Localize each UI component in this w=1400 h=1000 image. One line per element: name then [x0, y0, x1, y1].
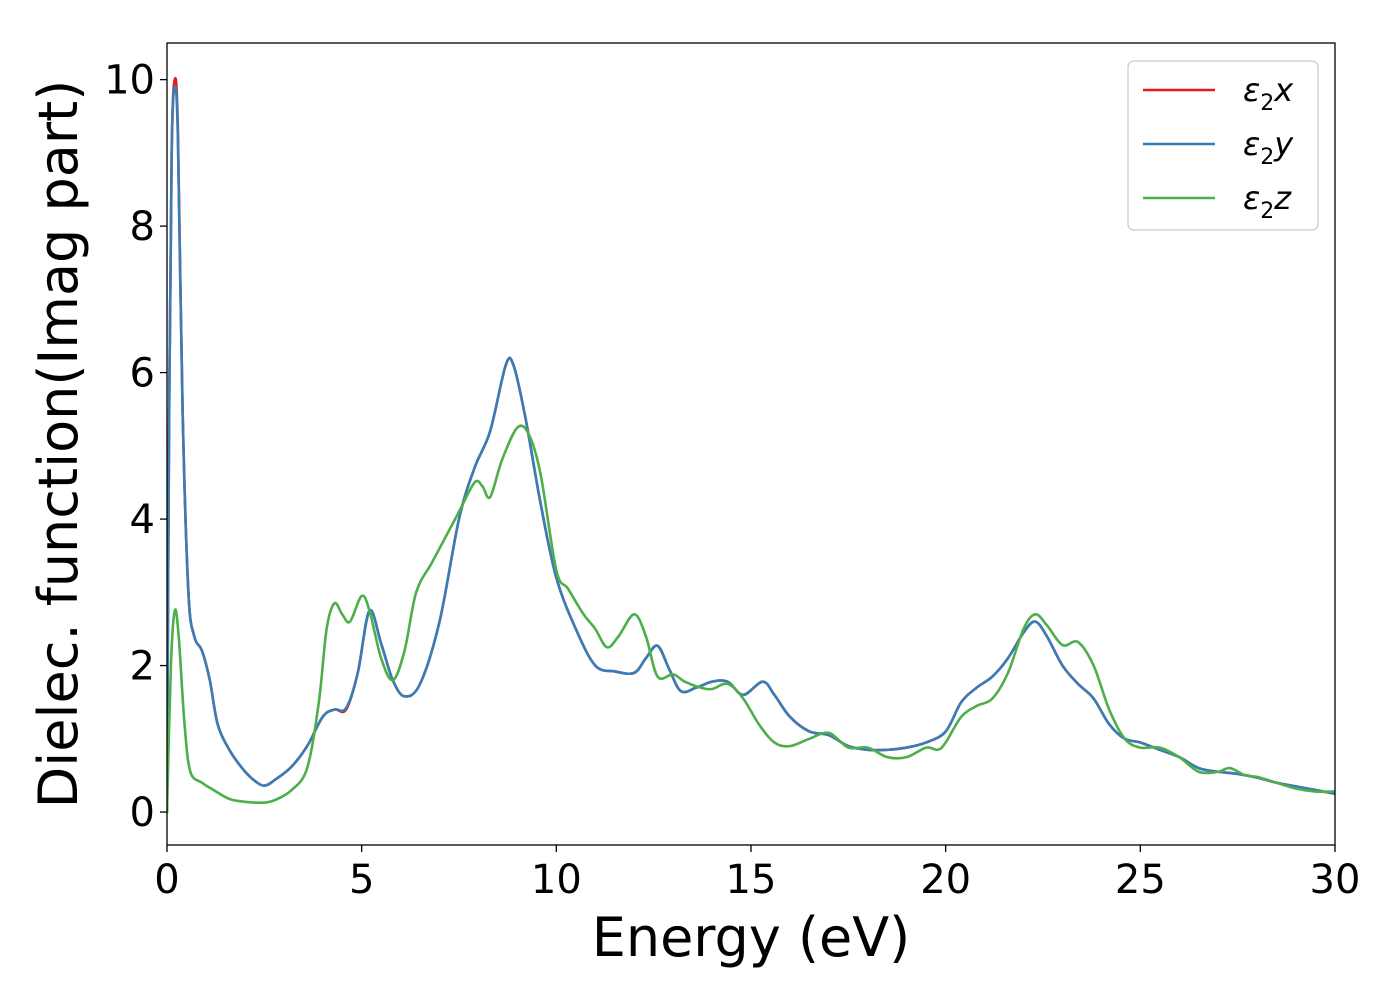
legend-label-suffix: x — [1273, 71, 1294, 109]
legend-label-subscript: 2 — [1260, 199, 1274, 224]
legend-label-subscript: 2 — [1260, 91, 1274, 116]
x-tick-label: 5 — [349, 857, 374, 903]
series-line-e2z — [167, 424, 1335, 814]
legend-label-base: ε — [1243, 125, 1260, 163]
x-axis-ticks: 0 5 10 15 20 25 30 — [154, 845, 1360, 903]
legend-label: ε2z — [1243, 179, 1292, 224]
legend-frame — [1127, 60, 1319, 231]
legend-label: ε2x — [1243, 71, 1294, 116]
y-tick-label: 2 — [130, 644, 155, 690]
y-tick-label: 6 — [130, 351, 155, 397]
legend-label-suffix: z — [1273, 179, 1292, 217]
x-tick-label: 0 — [154, 857, 179, 903]
x-tick-label: 10 — [531, 857, 582, 903]
y-tick-label: 8 — [130, 204, 155, 250]
x-axis-label: Energy (eV) — [592, 906, 911, 969]
legend-entry-e2z: ε2z — [1143, 179, 1292, 224]
series-line-e2y — [167, 84, 1335, 814]
y-axis-ticks: 0 2 4 6 8 10 — [104, 58, 167, 836]
x-tick-label: 15 — [726, 857, 777, 903]
y-tick-label: 0 — [130, 790, 155, 836]
legend-label-base: ε — [1243, 71, 1260, 109]
x-tick-label: 25 — [1115, 857, 1166, 903]
y-tick-label: 10 — [104, 58, 155, 104]
legend-label-suffix: y — [1273, 125, 1294, 163]
y-tick-label: 4 — [130, 497, 155, 543]
legend-label: ε2y — [1243, 125, 1294, 170]
legend-entry-e2y: ε2y — [1143, 125, 1294, 170]
legend-label-subscript: 2 — [1260, 145, 1274, 170]
x-tick-label: 20 — [920, 857, 971, 903]
series-layer — [167, 77, 1335, 814]
y-axis-label: Dielec. function(Imag part) — [27, 80, 90, 809]
legend-entry-e2x: ε2x — [1143, 71, 1294, 116]
legend-label-base: ε — [1243, 179, 1260, 217]
x-tick-label: 30 — [1310, 857, 1361, 903]
